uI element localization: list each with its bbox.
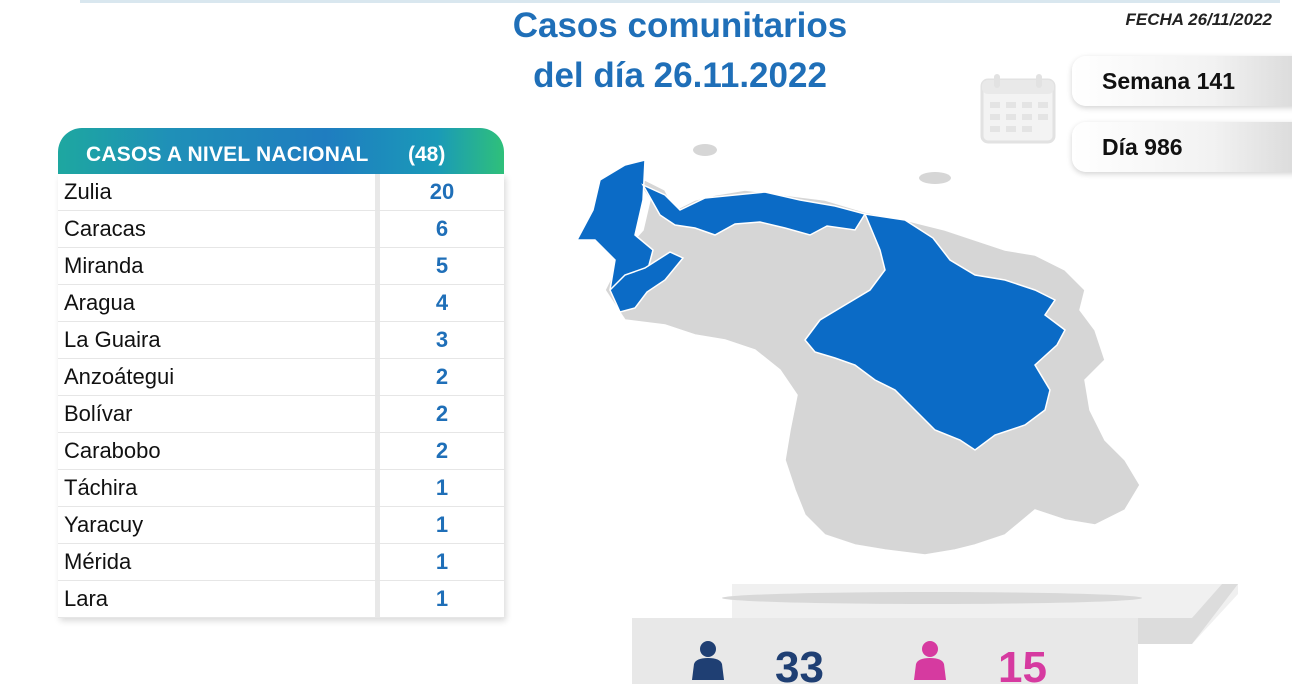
female-person-icon (914, 641, 946, 680)
table-heading: CASOS A NIVEL NACIONAL (86, 143, 369, 166)
state-name: Caracas (58, 211, 380, 247)
state-cases: 5 (435, 253, 449, 278)
table-row: Bolívar 2 (58, 396, 504, 433)
state-name: Yaracuy (58, 507, 380, 543)
map-island (693, 144, 717, 156)
table-row: Mérida 1 (58, 544, 504, 581)
table-row: Yaracuy 1 (58, 507, 504, 544)
male-count: 33 (775, 643, 824, 692)
day-badge: Día 986 (1072, 122, 1292, 172)
state-cases: 20 (429, 179, 455, 204)
map-east-south (804, 213, 1066, 451)
table-header: CASOS A NIVEL NACIONAL (48) (58, 128, 504, 174)
state-name: Táchira (58, 470, 380, 506)
map-zulia (575, 159, 654, 301)
table-row: Aragua 4 (58, 285, 504, 322)
venezuela-map (575, 144, 1141, 556)
state-name: Carabobo (58, 433, 380, 469)
state-cases: 2 (435, 364, 449, 389)
calendar-icon (980, 74, 1056, 144)
state-name: Mérida (58, 544, 380, 580)
state-name: Bolívar (58, 396, 380, 432)
date-label: FECHA 26/11/2022 (1125, 10, 1272, 29)
state-name: Anzoátegui (58, 359, 380, 395)
national-cases-table: CASOS A NIVEL NACIONAL (48) Zulia 20 Cara… (58, 128, 504, 618)
state-cases: 1 (435, 512, 449, 537)
week-badge: Semana 141 (1072, 56, 1292, 106)
state-cases: 2 (435, 401, 449, 426)
female-count: 15 (998, 643, 1047, 692)
map-central-north (641, 183, 867, 236)
state-cases: 1 (435, 586, 449, 611)
state-name: La Guaira (58, 322, 380, 358)
state-name: Miranda (58, 248, 380, 284)
map-andes (609, 251, 685, 313)
table-row: Zulia 20 (58, 174, 504, 211)
state-name: Lara (58, 581, 380, 617)
state-name: Aragua (58, 285, 380, 321)
state-cases: 1 (435, 475, 449, 500)
table-total: (48) (408, 143, 446, 166)
table-row: Carabobo 2 (58, 433, 504, 470)
day-label: Día 986 (1102, 134, 1183, 160)
page-title-line2: del día 26.11.2022 (533, 56, 827, 95)
podium-stand (632, 584, 1238, 684)
table-row: Táchira 1 (58, 470, 504, 507)
table-row: La Guaira 3 (58, 322, 504, 359)
table-row: Miranda 5 (58, 248, 504, 285)
state-cases: 6 (435, 216, 449, 241)
state-cases: 3 (435, 327, 449, 352)
page-title-line1: Casos comunitarios (512, 6, 848, 45)
table-row: Anzoátegui 2 (58, 359, 504, 396)
map-island (919, 172, 951, 184)
table-row: Lara 1 (58, 581, 504, 618)
top-divider (80, 0, 1280, 3)
state-cases: 2 (435, 438, 449, 463)
week-label: Semana 141 (1102, 68, 1235, 94)
table-body: Zulia 20 Caracas 6 Miranda 5 Aragua 4 La Gua… (58, 174, 504, 618)
state-cases: 4 (435, 290, 449, 315)
male-person-icon (692, 641, 724, 680)
state-name: Zulia (58, 174, 380, 210)
state-cases: 1 (435, 549, 449, 574)
table-row: Caracas 6 (58, 211, 504, 248)
